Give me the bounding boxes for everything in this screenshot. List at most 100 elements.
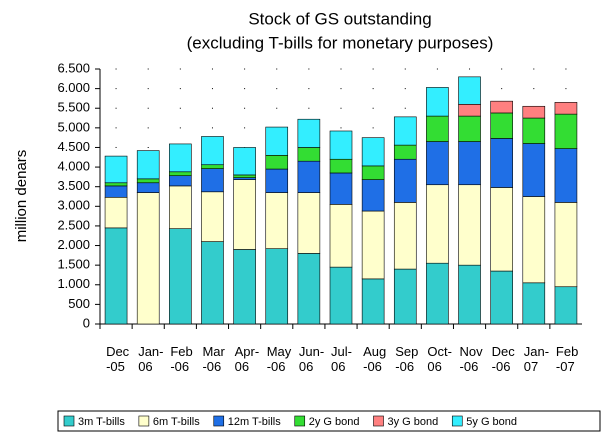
y-tick-label: 500 xyxy=(68,296,90,311)
legend-swatch xyxy=(213,415,225,427)
bar-segment xyxy=(458,184,481,266)
bar-segment xyxy=(265,248,289,325)
legend-swatch xyxy=(63,415,75,427)
bar-segment xyxy=(169,171,192,177)
bar-segment xyxy=(201,241,224,325)
y-tick-label: 0 xyxy=(83,315,90,330)
bar-segment xyxy=(169,185,192,229)
x-tick-label: Nov-06 xyxy=(459,344,483,374)
x-tick-label: Jan-07 xyxy=(523,344,550,374)
bar-segment xyxy=(426,87,449,117)
x-tick-label: Mar-06 xyxy=(202,344,225,374)
bar-segment xyxy=(329,130,353,160)
bar-segment xyxy=(329,158,353,174)
bar-segment xyxy=(554,102,578,115)
bar-segment xyxy=(297,160,321,193)
bar-segment xyxy=(329,204,353,268)
legend-box xyxy=(57,410,601,432)
bar-segment xyxy=(136,178,160,184)
bar-segment xyxy=(361,179,385,212)
legend-swatch xyxy=(294,415,306,427)
legend-label: 2y G bond xyxy=(309,416,360,428)
bar-segment xyxy=(201,168,224,193)
legend-label: 5y G bond xyxy=(466,416,517,428)
x-tick-label: Oct-06 xyxy=(427,344,452,374)
bar-segment xyxy=(169,175,192,187)
x-tick-label: Jul-06 xyxy=(331,344,352,374)
bar-segment xyxy=(201,136,224,166)
chart-subtitle: (excluding T-bills for monetary purposes… xyxy=(187,33,494,52)
bar-segment xyxy=(233,174,256,178)
bar-segment xyxy=(297,147,321,162)
bar-segment xyxy=(393,202,417,270)
y-tick-label: 4.500 xyxy=(57,139,90,154)
bar-segment xyxy=(490,138,513,188)
bar-segment xyxy=(393,144,417,160)
bar-segment xyxy=(265,192,289,249)
bar-segment xyxy=(426,262,449,325)
x-tick-label: Feb-06 xyxy=(170,344,193,374)
x-tick-label: Feb-07 xyxy=(555,344,579,374)
bar-segment xyxy=(426,141,449,186)
legend-swatch xyxy=(451,415,463,427)
bar-segment xyxy=(201,191,224,242)
bar-segment xyxy=(393,268,417,325)
legend-label: 12m T-bills xyxy=(228,416,281,428)
bar-segment xyxy=(393,116,417,146)
bar-segment xyxy=(522,196,546,284)
bar-segment xyxy=(458,104,481,117)
x-tick-label: Aug-06 xyxy=(363,344,387,374)
bar-segment xyxy=(329,266,353,325)
bar-segment xyxy=(554,113,578,149)
bar-segment xyxy=(522,117,546,144)
y-tick-label: 6.500 xyxy=(57,60,90,75)
bar-segment xyxy=(297,192,321,254)
bar-segment xyxy=(361,210,385,280)
bar-segment xyxy=(233,147,256,176)
x-tick-label: May-06 xyxy=(266,344,292,374)
bar-segment xyxy=(169,228,192,325)
bar-segment xyxy=(233,249,256,325)
bar-segment xyxy=(458,76,481,105)
bar-segment xyxy=(104,196,128,229)
bar-segment xyxy=(297,118,321,148)
bar-segment xyxy=(522,282,546,325)
y-tick-label: 3.500 xyxy=(57,178,90,193)
bar-segment xyxy=(458,141,481,186)
y-tick-label: 1.000 xyxy=(57,276,90,291)
chart-title: Stock of GS outstanding xyxy=(248,9,431,28)
x-tick-label: Dec-05 xyxy=(106,344,130,374)
bar-segment xyxy=(329,172,353,205)
bar-segment xyxy=(104,182,128,187)
y-tick-label: 6.000 xyxy=(57,80,90,95)
bar-segment xyxy=(361,278,385,325)
bar-segment xyxy=(361,137,385,167)
bar-segment xyxy=(265,168,289,193)
legend-label: 3m T-bills xyxy=(78,416,125,428)
y-tick-label: 2.500 xyxy=(57,217,90,232)
x-tick-label: Jan-06 xyxy=(138,344,164,374)
bar-segment xyxy=(490,187,513,272)
y-tick-label: 3.000 xyxy=(57,198,90,213)
bar-segment xyxy=(458,264,481,325)
bar-segment xyxy=(265,155,289,170)
legend-swatch xyxy=(373,415,384,427)
y-tick-label: 1.500 xyxy=(57,257,90,272)
bar-segment xyxy=(393,158,417,203)
bar-segment xyxy=(169,143,192,173)
bar-segment xyxy=(104,155,128,184)
bar-segment xyxy=(554,148,578,203)
bar-segment xyxy=(136,192,160,325)
bar-segment xyxy=(426,184,449,264)
bar-segment xyxy=(490,112,513,139)
bar-segment xyxy=(426,115,449,142)
bar-segment xyxy=(201,164,224,169)
bar-segment xyxy=(522,105,546,119)
bar-segment xyxy=(104,227,128,325)
x-tick-label: Apr-06 xyxy=(234,344,260,374)
bar-segment xyxy=(297,253,321,325)
bar-segment xyxy=(104,185,128,198)
bar-segment xyxy=(522,143,546,197)
